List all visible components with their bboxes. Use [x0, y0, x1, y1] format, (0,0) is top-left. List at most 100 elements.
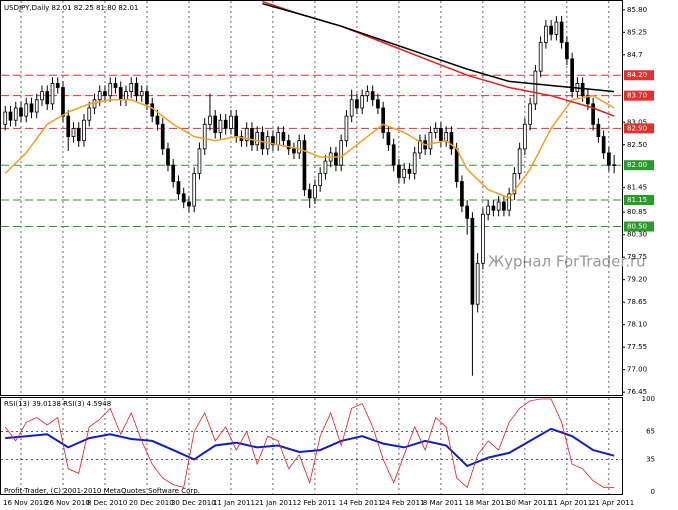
candle-body [176, 181, 181, 195]
candle-body [507, 193, 511, 211]
candle-body [3, 111, 8, 125]
candle-body [397, 164, 401, 178]
y-tick-label: 82.50 [627, 141, 647, 149]
candle-body [45, 91, 50, 105]
candle-body [370, 91, 375, 101]
x-tick-label: 26 Nov 2010 [45, 499, 90, 507]
candle-body [103, 91, 107, 97]
candle-body [523, 123, 527, 150]
candle-body [129, 83, 134, 92]
candle-body [271, 136, 275, 146]
candle-body [139, 91, 144, 97]
candle-body [486, 205, 490, 215]
candle-body [213, 115, 218, 133]
candle-body [418, 140, 422, 154]
candle-body [24, 103, 29, 117]
candle-body [8, 111, 13, 121]
candle-body [302, 140, 307, 191]
x-tick-label: 16 Nov 2010 [3, 499, 48, 507]
candle-body [344, 115, 349, 142]
candle-body [554, 21, 559, 35]
rsi-panel [0, 397, 623, 495]
candle-body [433, 127, 438, 133]
level-tag [624, 70, 654, 81]
y-tick-label: 77.55 [627, 343, 647, 351]
level-tag [624, 194, 654, 205]
y-tick-label: 80.30 [627, 231, 647, 239]
level-tag [624, 221, 654, 232]
candle-body [13, 107, 18, 121]
y-tick-label: 76.45 [627, 388, 647, 396]
x-tick-label: 14 Feb 2011 [339, 499, 383, 507]
x-tick-label: 30 Mar 2011 [507, 499, 551, 507]
candle-body [229, 115, 233, 129]
candle-body [376, 99, 380, 109]
candle-body [286, 140, 291, 150]
x-tick-label: 30 Dec 2010 [171, 499, 216, 507]
candle-body [428, 132, 433, 150]
candle-body [150, 103, 155, 117]
x-tick-label: 21 Jan 2011 [255, 499, 297, 507]
line [4, 94, 615, 199]
candle-body [155, 115, 160, 125]
candle-body [197, 148, 202, 174]
candle-body [134, 83, 139, 97]
candle-body [281, 132, 286, 142]
candle-body [496, 201, 501, 211]
line [5, 427, 615, 468]
y-tick-label: 78.65 [627, 298, 647, 306]
candle-body [512, 172, 517, 195]
x-tick-label: 8 Mar 2011 [423, 499, 463, 507]
level-tag [624, 90, 654, 101]
candle-body [465, 205, 469, 219]
candle-body [50, 83, 55, 105]
candle-body [87, 107, 92, 121]
candle-body [71, 127, 76, 137]
candle-body [323, 160, 328, 174]
x-tick-label: 8 Dec 2010 [87, 499, 127, 507]
candle-body [544, 25, 548, 43]
candle-body [381, 107, 386, 133]
candle-body [76, 127, 81, 142]
candle-body [444, 132, 449, 142]
chart-title: USDJPY,Daily 82.01 82.25 81.80 82.01 [4, 4, 138, 12]
x-tick-label: 2 Feb 2011 [297, 499, 336, 507]
candle-body [412, 152, 417, 174]
x-tick-label: 18 Mar 2011 [465, 499, 509, 507]
candle-body [580, 83, 585, 97]
candle-body [475, 262, 480, 305]
candle-body [292, 148, 296, 154]
candle-body [491, 205, 496, 211]
candle-body [307, 189, 312, 199]
candle-body [118, 87, 123, 101]
candle-body [470, 217, 475, 305]
candle-body [192, 172, 197, 207]
candle-body [559, 21, 564, 43]
candle-body [29, 103, 34, 113]
candle-body [160, 123, 165, 150]
candle-body [549, 25, 553, 35]
line [4, 398, 615, 489]
candle-body [244, 127, 249, 142]
candle-body [40, 91, 44, 101]
level-label: 83.70 [627, 92, 647, 100]
candle-body [250, 127, 254, 146]
y-tick-label: 78.10 [627, 321, 647, 329]
y-tick-label: 83.05 [627, 118, 647, 126]
candle-body [591, 103, 595, 125]
candle-body [339, 140, 344, 166]
x-tick-label: 21 Apr 2011 [591, 499, 634, 507]
candle-body [297, 140, 302, 154]
level-label: 81.15 [627, 196, 647, 204]
candle-body [596, 123, 601, 137]
y-tick-label: 84.7 [627, 51, 643, 59]
candle-body [19, 107, 23, 117]
level-label: 82.90 [627, 124, 647, 132]
y-tick-label: 85.25 [627, 28, 647, 36]
candle-body [97, 91, 102, 101]
candle-body [208, 115, 212, 125]
level-label: 84.20 [627, 71, 647, 79]
candle-body [607, 152, 611, 166]
level-tag [624, 160, 654, 171]
